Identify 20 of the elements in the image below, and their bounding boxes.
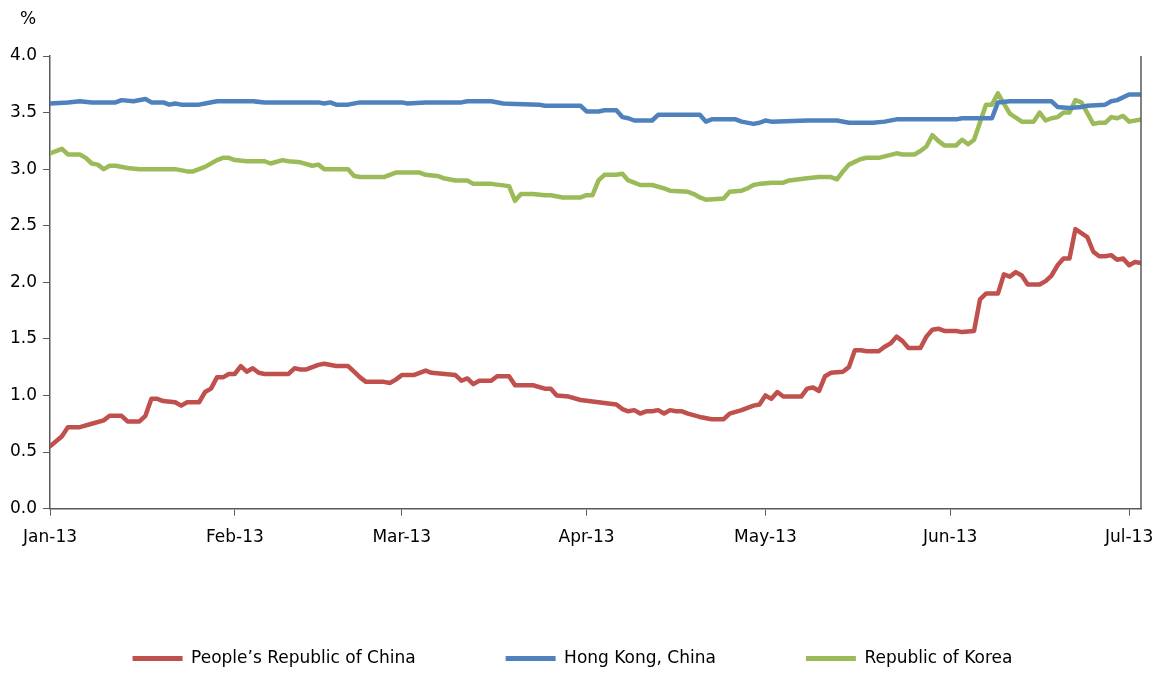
y-tick-label: 2.5 [9, 214, 38, 235]
x-tick-label: Jan-13 [22, 526, 78, 547]
legend-label: Republic of Korea [864, 646, 1013, 667]
y-tick-label: 2.0 [9, 270, 38, 291]
y-tick-label: 0.0 [9, 497, 38, 518]
y-tick-label: 3.5 [9, 101, 38, 121]
x-tick-label: Mar-13 [372, 526, 432, 547]
x-tick-label: Jul-13 [1103, 526, 1154, 547]
y-tick-label: 0.5 [9, 440, 38, 461]
x-tick-label: Feb-13 [205, 526, 264, 547]
x-tick-label: Jun-13 [922, 526, 978, 547]
y-tick-label: 4.0 [9, 44, 38, 65]
y-axis-title: % [19, 7, 37, 28]
legend-label: Hong Kong, China [564, 646, 716, 667]
y-tick-label: 1.0 [9, 383, 38, 404]
y-tick-label: 3.0 [9, 157, 38, 178]
y-tick-label: 1.5 [9, 327, 38, 348]
legend-label: People’s Republic of China [191, 646, 416, 667]
x-tick-label: Apr-13 [558, 526, 615, 547]
x-tick-label: May-13 [734, 526, 797, 547]
